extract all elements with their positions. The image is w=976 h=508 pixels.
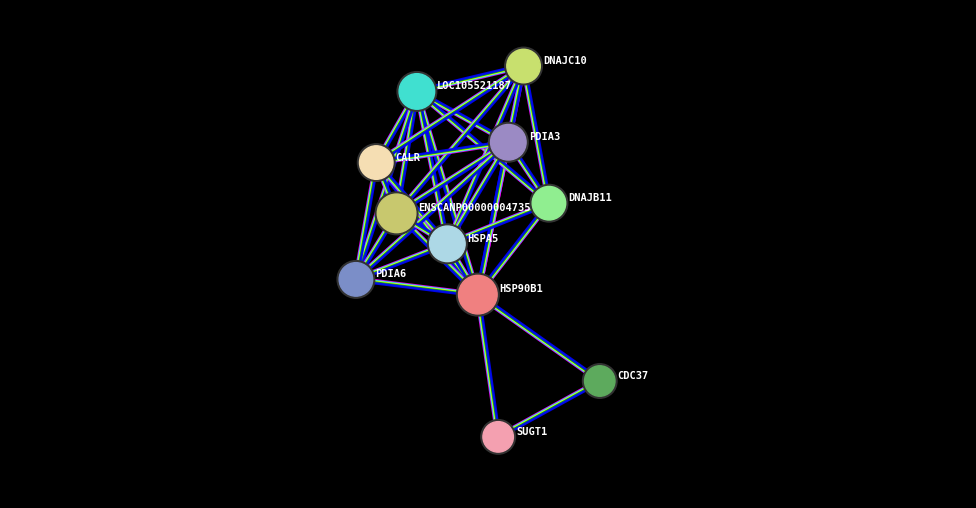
Circle shape — [399, 74, 434, 109]
Circle shape — [429, 226, 466, 262]
Text: HSP90B1: HSP90B1 — [500, 284, 544, 294]
Text: PDIA3: PDIA3 — [529, 132, 560, 142]
Text: DNAJB11: DNAJB11 — [568, 193, 612, 203]
Circle shape — [427, 224, 468, 264]
Circle shape — [339, 263, 373, 296]
Circle shape — [359, 146, 393, 179]
Circle shape — [397, 72, 436, 111]
Circle shape — [585, 366, 615, 396]
Text: CALR: CALR — [395, 152, 421, 163]
Text: LOC105521187: LOC105521187 — [437, 81, 512, 91]
Circle shape — [489, 122, 528, 162]
Circle shape — [583, 364, 617, 398]
Circle shape — [491, 124, 526, 160]
Circle shape — [530, 184, 568, 222]
Text: HSPA5: HSPA5 — [468, 234, 499, 243]
Circle shape — [459, 275, 497, 314]
Circle shape — [337, 261, 375, 298]
Circle shape — [481, 420, 515, 454]
Text: PDIA6: PDIA6 — [375, 269, 406, 279]
Circle shape — [507, 49, 541, 83]
Text: CDC37: CDC37 — [618, 371, 649, 382]
Text: SUGT1: SUGT1 — [516, 427, 548, 437]
Text: DNAJC10: DNAJC10 — [543, 56, 587, 66]
Circle shape — [457, 273, 499, 316]
Circle shape — [505, 47, 543, 85]
Circle shape — [375, 192, 418, 235]
Circle shape — [532, 186, 566, 220]
Circle shape — [357, 144, 395, 181]
Circle shape — [378, 194, 416, 233]
Text: ENSCANP00000004735: ENSCANP00000004735 — [419, 203, 531, 212]
Circle shape — [483, 422, 513, 452]
